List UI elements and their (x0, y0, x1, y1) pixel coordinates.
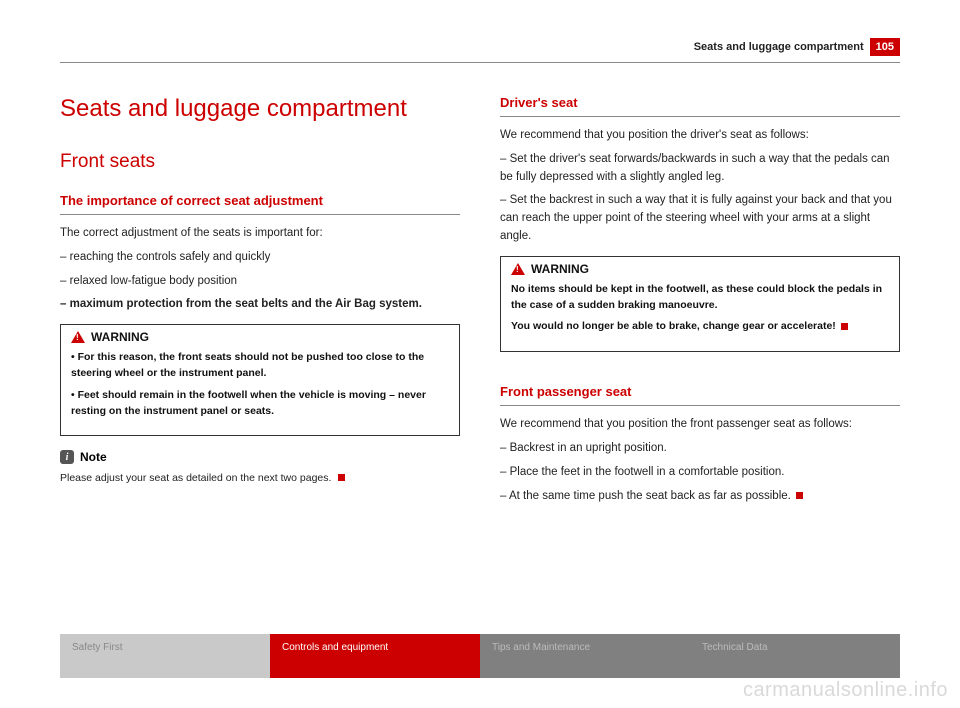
chapter-title: Seats and luggage compartment (694, 41, 864, 53)
warning-triangle-icon (71, 331, 85, 343)
manual-page: Seats and luggage compartment 105 Seats … (0, 0, 960, 708)
end-marker-icon (841, 323, 848, 330)
right-column: Driver's seat We recommend that you posi… (500, 95, 900, 511)
body-text: – Set the backrest in such a way that it… (500, 192, 900, 245)
tab-controls-equipment[interactable]: Controls and equipment (270, 634, 480, 678)
section-title: Front seats (60, 151, 460, 173)
subhead-front-passenger: Front passenger seat (500, 384, 900, 406)
note-header: i Note (60, 450, 460, 464)
warning-text: • For this reason, the front seats shoul… (71, 350, 449, 382)
body-text-bold: – maximum protection from the seat belts… (60, 296, 460, 314)
warning-box: WARNING • For this reason, the front sea… (60, 324, 460, 436)
note-text: Please adjust your seat as detailed on t… (60, 472, 331, 484)
body-text: – relaxed low-fatigue body position (60, 273, 460, 291)
warning-title: WARNING (91, 330, 149, 344)
body-text: – Place the feet in the footwell in a co… (500, 464, 900, 482)
left-column: Seats and luggage compartment Front seat… (60, 95, 460, 511)
page-header: Seats and luggage compartment 105 (60, 0, 900, 56)
tab-tips-maintenance[interactable]: Tips and Maintenance (480, 634, 690, 678)
warning-text-inner: You would no longer be able to brake, ch… (511, 320, 836, 332)
main-title: Seats and luggage compartment (60, 95, 460, 123)
body-text: – reaching the controls safely and quick… (60, 249, 460, 267)
body-text: – Backrest in an upright position. (500, 440, 900, 458)
info-icon: i (60, 450, 74, 464)
end-marker-icon (796, 492, 803, 499)
watermark: carmanualsonline.info (743, 679, 948, 702)
warning-text: You would no longer be able to brake, ch… (511, 319, 889, 335)
body-text: – Set the driver's seat forwards/backwar… (500, 151, 900, 187)
body-text: We recommend that you position the drive… (500, 127, 900, 145)
warning-triangle-icon (511, 263, 525, 275)
warning-header: WARNING (61, 325, 459, 344)
warning-text: • Feet should remain in the footwell whe… (71, 388, 449, 420)
content-columns: Seats and luggage compartment Front seat… (60, 95, 900, 511)
page-number-badge: 105 (870, 38, 900, 56)
end-marker-icon (338, 474, 345, 481)
note-title: Note (80, 450, 107, 464)
warning-box: WARNING No items should be kept in the f… (500, 256, 900, 352)
warning-header: WARNING (501, 257, 899, 276)
body-text: – At the same time push the seat back as… (500, 488, 900, 506)
warning-title: WARNING (531, 262, 589, 276)
warning-body: • For this reason, the front seats shoul… (61, 344, 459, 435)
warning-body: No items should be kept in the footwell,… (501, 276, 899, 351)
tab-technical-data[interactable]: Technical Data (690, 634, 900, 678)
footer-tabs: Safety First Controls and equipment Tips… (60, 634, 900, 678)
tab-safety-first[interactable]: Safety First (60, 634, 270, 678)
body-text: The correct adjustment of the seats is i… (60, 225, 460, 243)
warning-text: No items should be kept in the footwell,… (511, 282, 889, 314)
subhead-importance: The importance of correct seat adjustmen… (60, 193, 460, 215)
header-rule (60, 62, 900, 63)
body-text: We recommend that you position the front… (500, 416, 900, 434)
subhead-drivers-seat: Driver's seat (500, 95, 900, 117)
body-text-inner: – At the same time push the seat back as… (500, 490, 791, 502)
spacer (500, 366, 900, 384)
